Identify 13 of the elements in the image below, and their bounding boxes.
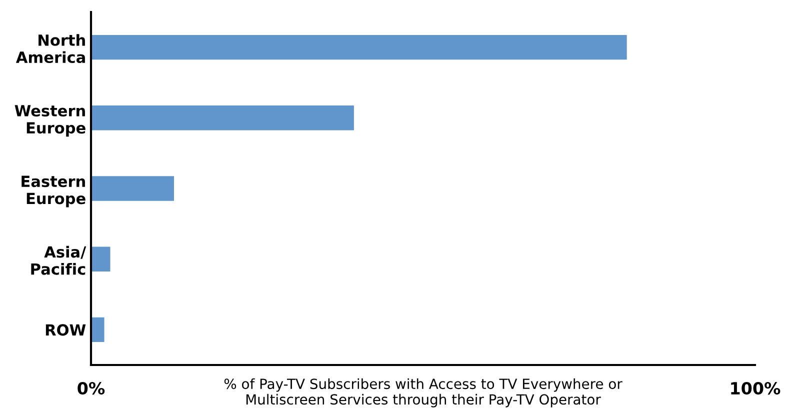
y-tick-label: ROW <box>46 324 86 336</box>
y-tick-label: Eastern Europe <box>22 176 86 208</box>
bar <box>91 317 104 342</box>
y-tick-label: Asia/ Pacific <box>31 246 86 275</box>
bar <box>91 176 174 201</box>
y-tick-label: Western Europe <box>14 105 86 137</box>
x-tick-label: 0% <box>78 382 105 395</box>
x-axis-title: % of Pay-TV Subscribers with Access to TV Everywhere or Multiscreen Services through their Pay-TV Operator <box>224 378 622 408</box>
bar <box>91 34 627 60</box>
y-tick-label: North America <box>16 34 85 64</box>
x-tick-label: 100% <box>731 382 780 395</box>
bar <box>91 246 110 272</box>
bar <box>91 106 354 130</box>
